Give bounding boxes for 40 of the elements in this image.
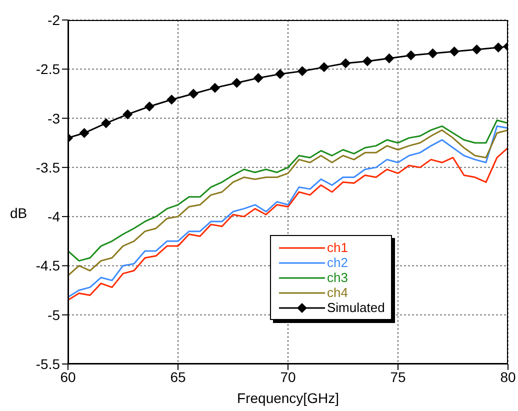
y-tick-label: -5	[48, 306, 60, 323]
y-tick-label: -4.5	[36, 258, 60, 274]
point	[79, 128, 90, 138]
legend-label: ch4	[327, 285, 348, 300]
x-tick-label: 70	[280, 368, 296, 385]
legend-label: ch3	[327, 270, 348, 285]
point	[144, 101, 154, 112]
point	[362, 56, 372, 66]
y-tick-label: -2.5	[36, 61, 60, 78]
point	[449, 46, 460, 56]
point	[122, 109, 133, 120]
x-axis-title: Frequency[GHz]	[236, 390, 340, 406]
point	[319, 62, 330, 72]
point	[101, 118, 112, 128]
point	[232, 78, 242, 88]
point	[493, 42, 504, 53]
y-tick-label: -2	[48, 12, 60, 28]
point	[188, 88, 198, 99]
y-tick-label: -3	[48, 110, 60, 126]
point	[210, 82, 220, 93]
point	[297, 66, 308, 76]
y-tick-label: -5.5	[36, 356, 60, 372]
point	[384, 53, 394, 64]
x-tick-label: 60	[60, 368, 76, 385]
point	[406, 50, 416, 60]
point	[340, 58, 351, 68]
y-axis-title: dB	[10, 205, 28, 221]
y-tick-label: -4	[48, 208, 60, 225]
legend-label: ch2	[327, 255, 348, 270]
y-tick-label: -3.5	[36, 159, 60, 176]
point	[166, 94, 177, 105]
legend-label: ch1	[327, 240, 348, 255]
x-tick-label: 65	[170, 368, 186, 385]
legend-label: Simulated	[327, 300, 385, 315]
x-tick-label: 75	[390, 368, 406, 385]
point	[472, 44, 482, 54]
point	[428, 48, 438, 58]
point	[253, 72, 264, 83]
point	[275, 69, 286, 80]
x-tick-label: 80	[500, 368, 516, 385]
